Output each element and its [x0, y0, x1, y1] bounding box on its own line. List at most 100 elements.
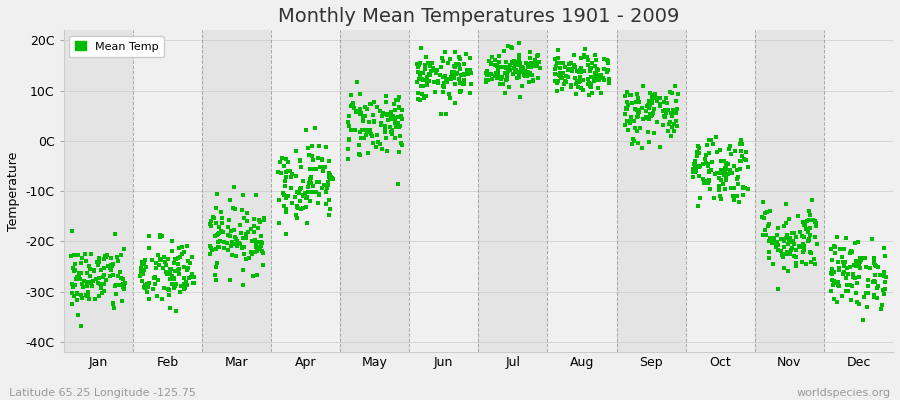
Bar: [340, 30, 410, 352]
Point: [253, 244, 267, 250]
Point: [590, 74, 604, 81]
Point: [783, 234, 797, 241]
Point: [774, 248, 788, 254]
Point: [83, 273, 97, 279]
Point: [384, 126, 399, 133]
Point: [87, 296, 102, 302]
Point: [574, 65, 589, 71]
Point: [464, 70, 479, 76]
Point: [382, 110, 397, 117]
Point: [496, 81, 510, 88]
Point: [376, 110, 391, 116]
Point: [548, 70, 562, 77]
Point: [321, 182, 336, 188]
Point: [714, 170, 728, 176]
Point: [350, 108, 365, 114]
Point: [255, 240, 269, 246]
Point: [634, 105, 649, 112]
Point: [572, 78, 586, 85]
Point: [88, 276, 103, 282]
Point: [828, 244, 842, 251]
Point: [518, 73, 532, 80]
Point: [770, 247, 785, 253]
Point: [715, 169, 729, 175]
Point: [68, 261, 82, 267]
Point: [275, 190, 290, 196]
Point: [809, 240, 824, 247]
Point: [508, 58, 522, 65]
Point: [503, 62, 517, 68]
Point: [141, 284, 156, 290]
Point: [798, 222, 813, 228]
Point: [256, 262, 270, 268]
Point: [447, 69, 462, 75]
Point: [378, 93, 392, 100]
Point: [92, 293, 106, 300]
Point: [229, 253, 243, 260]
Point: [457, 72, 472, 78]
Point: [346, 105, 361, 111]
Point: [232, 222, 247, 228]
Point: [500, 64, 514, 70]
Point: [861, 283, 876, 289]
Point: [690, 153, 705, 160]
Point: [780, 249, 795, 255]
Point: [227, 184, 241, 190]
Point: [839, 235, 853, 242]
Point: [209, 220, 223, 226]
Point: [766, 235, 780, 242]
Point: [789, 254, 804, 260]
Point: [758, 226, 772, 233]
Point: [714, 169, 728, 176]
Point: [356, 114, 371, 120]
Point: [489, 70, 503, 76]
Point: [564, 83, 579, 89]
Point: [364, 132, 379, 139]
Point: [701, 163, 716, 169]
Point: [688, 158, 703, 164]
Point: [209, 246, 223, 252]
Point: [876, 287, 890, 293]
Point: [827, 279, 842, 286]
Point: [445, 69, 459, 76]
Point: [111, 257, 125, 264]
Point: [377, 127, 392, 134]
Point: [831, 282, 845, 288]
Point: [630, 107, 644, 113]
Point: [843, 282, 858, 289]
Point: [391, 181, 405, 188]
Point: [523, 72, 537, 78]
Point: [118, 280, 132, 286]
Point: [662, 121, 677, 128]
Point: [236, 267, 250, 273]
Point: [227, 227, 241, 233]
Point: [488, 73, 502, 79]
Point: [527, 60, 542, 66]
Point: [689, 152, 704, 158]
Point: [659, 110, 673, 116]
Point: [809, 220, 824, 226]
Point: [689, 148, 704, 155]
Point: [449, 71, 464, 77]
Point: [493, 81, 508, 87]
Point: [374, 122, 388, 128]
Point: [427, 79, 441, 85]
Point: [91, 262, 105, 269]
Point: [867, 294, 881, 300]
Point: [592, 77, 607, 84]
Point: [804, 259, 818, 265]
Point: [507, 65, 521, 71]
Point: [623, 92, 637, 98]
Point: [698, 156, 712, 162]
Point: [852, 255, 867, 262]
Point: [185, 271, 200, 278]
Point: [447, 75, 462, 82]
Point: [770, 239, 784, 245]
Point: [453, 56, 467, 63]
Point: [180, 258, 194, 264]
Point: [382, 123, 397, 130]
Point: [310, 189, 324, 195]
Point: [788, 260, 803, 266]
Point: [87, 268, 102, 274]
Point: [279, 209, 293, 216]
